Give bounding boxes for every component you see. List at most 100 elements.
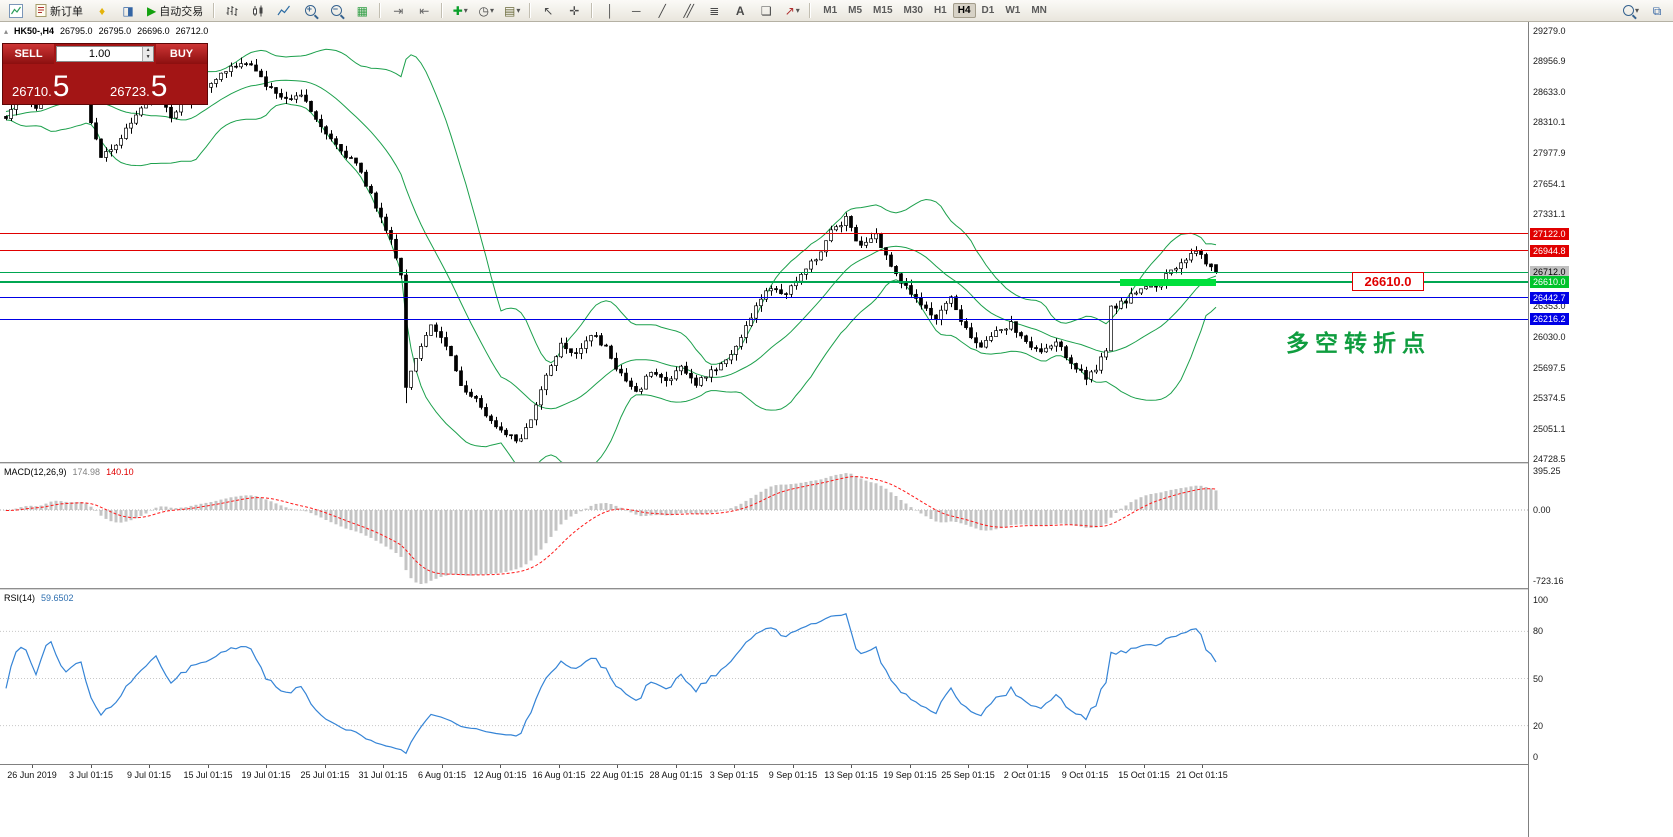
main-chart-panel: ▴ HK50-,H4 26795.0 26795.0 26696.0 26712… — [0, 22, 1528, 462]
dropdown-arrow-icon: ▾ — [516, 6, 521, 15]
text-label-button[interactable]: ❏ — [754, 1, 778, 21]
horizontal-line-26610[interactable] — [0, 281, 1528, 283]
toolbar-separator — [213, 3, 216, 18]
price-axis-label: 28633.0 — [1533, 87, 1566, 97]
highlighted-support-segment[interactable] — [1120, 279, 1216, 286]
vertical-line-button[interactable]: │ — [598, 1, 622, 21]
one-click-collapse-arrow-icon[interactable]: ▴ — [4, 26, 9, 36]
timeframe-toolbar: M1 M5 M15 M30 H1 H4 D1 W1 MN — [818, 3, 1052, 18]
zoom-out-button[interactable]: − — [324, 1, 348, 21]
text-label-icon: ❏ — [760, 3, 772, 18]
volume-down-button[interactable]: ▼ — [143, 54, 153, 61]
vertical-line-icon: │ — [606, 3, 614, 18]
horizontal-line-button[interactable]: ─ — [624, 1, 648, 21]
time-axis-label: 6 Aug 01:15 — [417, 770, 467, 780]
time-axis-label: 25 Jul 01:15 — [300, 770, 350, 780]
arrows-icon: ↗ — [784, 3, 795, 18]
templates-icon: ▤ — [504, 3, 516, 18]
price-chart-button[interactable] — [4, 1, 28, 21]
price-axis-badge: 27122.0 — [1530, 228, 1569, 240]
trendline-button[interactable]: ╱ — [650, 1, 674, 21]
crosshair-button[interactable]: ✛ — [562, 1, 586, 21]
autotrading-button[interactable]: ▶ 自动交易 — [142, 1, 208, 21]
sell-button[interactable]: SELL — [3, 44, 54, 64]
rsi-scale-label: 0 — [1533, 752, 1539, 762]
rsi-scale-label: 100 — [1533, 595, 1549, 605]
time-axis-label: 19 Sep 01:15 — [883, 770, 937, 780]
crosshair-icon: ✛ — [569, 3, 580, 18]
search-button[interactable]: ▾ — [1619, 1, 1643, 21]
panel-separator[interactable] — [0, 588, 1673, 590]
horizontal-line-27122[interactable] — [0, 233, 1528, 234]
price-axis-label: 26353.0 — [1533, 301, 1566, 311]
horizontal-line-26442.7[interactable] — [0, 297, 1528, 298]
sell-price[interactable]: 26710. 5 — [12, 72, 69, 102]
macd-scale-label: -723.16 — [1533, 576, 1564, 586]
buy-price-big-digit: 5 — [150, 70, 168, 103]
chart-header: ▴ HK50-,H4 26795.0 26795.0 26696.0 26712… — [4, 26, 208, 36]
tile-windows-button[interactable]: ▦ — [350, 1, 374, 21]
volume-up-button[interactable]: ▲ — [143, 47, 153, 54]
price-axis-badge: 26442.7 — [1530, 292, 1569, 304]
rsi-scale-label: 80 — [1533, 626, 1544, 636]
timeframe-button-d1[interactable]: D1 — [981, 5, 995, 16]
timeframe-button-h4[interactable]: H4 — [952, 3, 976, 18]
cursor-button[interactable]: ↖ — [536, 1, 560, 21]
timeframe-button-m30[interactable]: M30 — [903, 5, 923, 16]
timeframe-button-m1[interactable]: M1 — [823, 5, 838, 16]
zoom-in-button[interactable]: + — [298, 1, 322, 21]
main-toolbar: 新订单 ♦ ◨ ▶ 自动交易 + − ▦ ⇥ ⇤ ✚ ▾ ◷ ▾ ▤ ▾ ↖ ✛ │ — [0, 0, 1673, 22]
text-button[interactable]: A — [728, 1, 752, 21]
channel-button[interactable]: ╱╱ — [676, 1, 700, 21]
candlestick-chart-button[interactable] — [246, 1, 270, 21]
new-window-button[interactable]: ⧉ — [1645, 1, 1669, 21]
rsi-value: 59.6502 — [41, 593, 74, 603]
indicators-button[interactable]: ✚ ▾ — [448, 1, 472, 21]
new-order-button[interactable]: 新订单 — [30, 1, 88, 21]
timeframe-button-w1[interactable]: W1 — [1005, 5, 1021, 16]
horizontal-line-26944.8[interactable] — [0, 250, 1528, 251]
price-chart-icon — [9, 3, 23, 18]
buy-price-small: 26723. — [110, 84, 150, 99]
timeframe-button-m15[interactable]: M15 — [873, 5, 893, 16]
macd-chart — [0, 473, 1528, 584]
line-chart-button[interactable] — [272, 1, 296, 21]
timeframe-button-mn[interactable]: MN — [1031, 5, 1047, 16]
rsi-panel: RSI(14) 59.6502 — [0, 590, 1528, 764]
panel-separator[interactable] — [0, 462, 1673, 464]
buy-button[interactable]: BUY — [156, 44, 207, 64]
search-icon — [1622, 5, 1634, 16]
bar-chart-button[interactable] — [220, 1, 244, 21]
dropdown-arrow-icon: ▾ — [795, 6, 800, 15]
new-order-label: 新订单 — [50, 5, 83, 18]
fibonacci-button[interactable]: ≣ — [702, 1, 726, 21]
time-axis-label: 16 Aug 01:15 — [532, 770, 586, 780]
metaeditor-button[interactable]: ♦ — [90, 1, 114, 21]
volume-input[interactable] — [57, 47, 143, 61]
time-axis-label: 25 Sep 01:15 — [941, 770, 995, 780]
macd-main-value: 174.98 — [72, 467, 101, 477]
horizontal-line-26712[interactable] — [0, 272, 1528, 273]
time-axis-label: 28 Aug 01:15 — [649, 770, 703, 780]
price-level-annotation[interactable]: 26610.0 — [1352, 272, 1424, 291]
horizontal-line-26216.2[interactable] — [0, 319, 1528, 320]
periods-button[interactable]: ◷ ▾ — [474, 1, 498, 21]
chart-shift-button[interactable]: ⇤ — [412, 1, 436, 21]
price-axis-label: 25374.5 — [1533, 393, 1566, 403]
sell-price-small: 26710. — [12, 84, 52, 99]
candlestick-icon — [253, 5, 263, 16]
volume-field: ▲ ▼ — [56, 46, 154, 62]
candlestick-chart[interactable] — [0, 22, 1528, 462]
toolbar-separator — [591, 3, 594, 18]
toolbar-separator — [809, 3, 812, 18]
buy-price[interactable]: 26723. 5 — [110, 70, 168, 103]
timeframe-button-h1[interactable]: H1 — [933, 5, 947, 16]
arrows-button[interactable]: ↗ ▾ — [780, 1, 804, 21]
timeframe-button-m5[interactable]: M5 — [848, 5, 863, 16]
autoscroll-button[interactable]: ⇥ — [386, 1, 410, 21]
terminal-button[interactable]: ◨ — [116, 1, 140, 21]
macd-label: MACD(12,26,9) 174.98 140.10 — [4, 467, 134, 477]
time-axis: 26 Jun 2019 3 Jul 01:15 9 Jul 01:15 15 Jul … — [0, 764, 1528, 785]
templates-button[interactable]: ▤ ▾ — [500, 1, 524, 21]
rsi-scale-label: 50 — [1533, 674, 1544, 684]
